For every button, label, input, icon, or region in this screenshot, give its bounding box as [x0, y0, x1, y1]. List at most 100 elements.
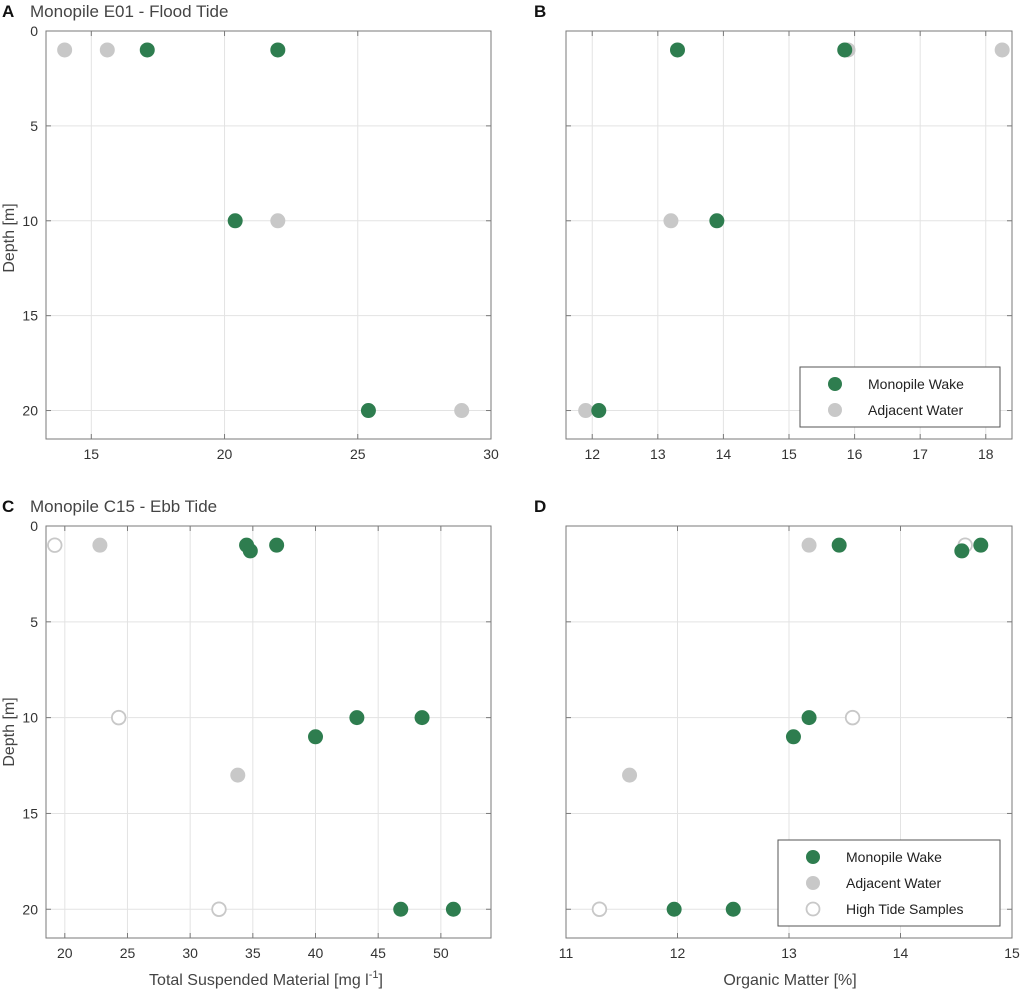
point-wake: [831, 537, 847, 553]
panel-c-title: Monopile C15 - Ebb Tide: [30, 497, 217, 516]
panel-c-xlabel: Total Suspended Material [mg l-1]: [149, 969, 383, 989]
plot-frame: [45, 525, 492, 939]
x-tick-label: 12: [584, 446, 600, 462]
legend-marker-adjacent: [828, 403, 842, 417]
y-tick-label: 0: [30, 518, 38, 534]
x-tick-label: 13: [650, 446, 666, 462]
panel-letter-a: A: [2, 2, 14, 21]
x-tick-label: 12: [670, 945, 686, 961]
panel-a-ylabel: Depth [m]: [1, 203, 18, 272]
x-tick-label: 16: [847, 446, 863, 462]
point-wake: [139, 42, 155, 58]
panel-d-xlabel: Organic Matter [%]: [723, 972, 856, 989]
x-tick-label: 18: [978, 446, 994, 462]
point-wake: [393, 901, 409, 917]
point-high-tide: [211, 901, 227, 917]
legend-marker-wake: [806, 850, 820, 864]
point-wake: [308, 729, 324, 745]
y-tick-label: 15: [22, 805, 38, 821]
point-wake: [670, 42, 685, 58]
panel-a: 15 20 25 30 0 5 10 15 20: [22, 23, 499, 462]
legend-label: Adjacent Water: [868, 402, 964, 418]
point-wake: [445, 901, 461, 917]
y-tick-label: 10: [22, 213, 38, 229]
point-wake: [242, 543, 258, 559]
legend-marker-wake: [828, 377, 842, 391]
point-wake: [269, 537, 285, 553]
panel-letter-b: B: [534, 2, 546, 21]
y-tick-label: 15: [22, 308, 38, 324]
legend-label: Monopile Wake: [846, 849, 942, 865]
point-wake: [837, 42, 853, 58]
panel-c-ylabel: Depth [m]: [1, 697, 18, 766]
x-tick-label: 50: [433, 945, 449, 961]
legend-marker-adjacent: [806, 876, 820, 890]
point-wake: [954, 543, 970, 559]
point-high-tide: [844, 709, 861, 726]
point-wake: [725, 901, 741, 917]
panel-d: 11 12 13 14 15 Monopile Wake Adjacent Water Hig…: [559, 525, 1020, 961]
legend-box: [799, 366, 1001, 428]
point-wake: [349, 710, 365, 726]
legend: Monopile Wake Adjacent Water: [799, 366, 1001, 428]
panel-letter-c: C: [2, 497, 14, 516]
point-wake: [666, 901, 682, 917]
point-wake: [973, 537, 989, 553]
point-adjacent: [578, 403, 594, 419]
point-adjacent: [454, 403, 470, 419]
y-tick-label: 20: [22, 403, 38, 419]
x-tick-label: 20: [57, 945, 73, 961]
x-tick-label: 25: [120, 945, 136, 961]
x-tick-label: 25: [350, 446, 366, 462]
x-tick-label: 14: [716, 446, 732, 462]
panel-a-title: Monopile E01 - Flood Tide: [30, 2, 228, 21]
legend-label: High Tide Samples: [846, 901, 964, 917]
y-tick-label: 0: [30, 23, 38, 39]
point-adjacent: [92, 537, 108, 553]
point-adjacent: [663, 213, 679, 229]
legend-marker-high-tide: [805, 901, 821, 917]
legend: Monopile Wake Adjacent Water High Tide Sam…: [777, 839, 1001, 927]
x-tick-label: 30: [483, 446, 499, 462]
legend-label: Adjacent Water: [846, 875, 942, 891]
x-tick-label: 30: [182, 945, 198, 961]
y-tick-label: 5: [30, 614, 38, 630]
x-tick-label: 15: [1004, 945, 1020, 961]
point-wake: [785, 729, 801, 745]
point-adjacent: [270, 213, 286, 229]
point-wake: [591, 403, 607, 419]
x-tick-label: 11: [559, 945, 574, 961]
x-tick-label: 40: [308, 945, 324, 961]
point-high-tide: [591, 901, 608, 917]
y-tick-label: 20: [22, 901, 38, 917]
x-tick-label: 13: [781, 945, 797, 961]
point-adjacent: [57, 42, 73, 58]
point-adjacent: [230, 767, 246, 783]
point-wake: [709, 213, 725, 229]
point-adjacent: [801, 537, 817, 553]
panel-b: 12 13 14 15 16 17 18 Monopile Wake Adjacent Wate…: [565, 30, 1013, 462]
point-adjacent: [994, 42, 1010, 58]
panel-c: 20 25 30 35 40 45 50 0 5 10 15 20: [22, 518, 492, 961]
point-wake: [270, 42, 286, 58]
point-wake: [414, 710, 430, 726]
point-high-tide: [111, 709, 127, 726]
point-wake: [227, 213, 243, 229]
point-adjacent: [622, 767, 638, 783]
plot-frame: [45, 30, 492, 440]
x-tick-label: 15: [84, 446, 100, 462]
x-tick-label: 35: [245, 945, 261, 961]
x-tick-label: 17: [912, 446, 928, 462]
point-adjacent: [99, 42, 115, 58]
x-tick-label: 14: [893, 945, 909, 961]
y-tick-label: 5: [30, 118, 38, 134]
y-tick-label: 10: [22, 710, 38, 726]
point-wake: [801, 710, 817, 726]
x-tick-label: 45: [370, 945, 386, 961]
point-wake: [360, 403, 376, 419]
panel-letter-d: D: [534, 497, 546, 516]
x-tick-label: 15: [781, 446, 797, 462]
legend-label: Monopile Wake: [868, 376, 964, 392]
point-high-tide: [47, 537, 63, 553]
